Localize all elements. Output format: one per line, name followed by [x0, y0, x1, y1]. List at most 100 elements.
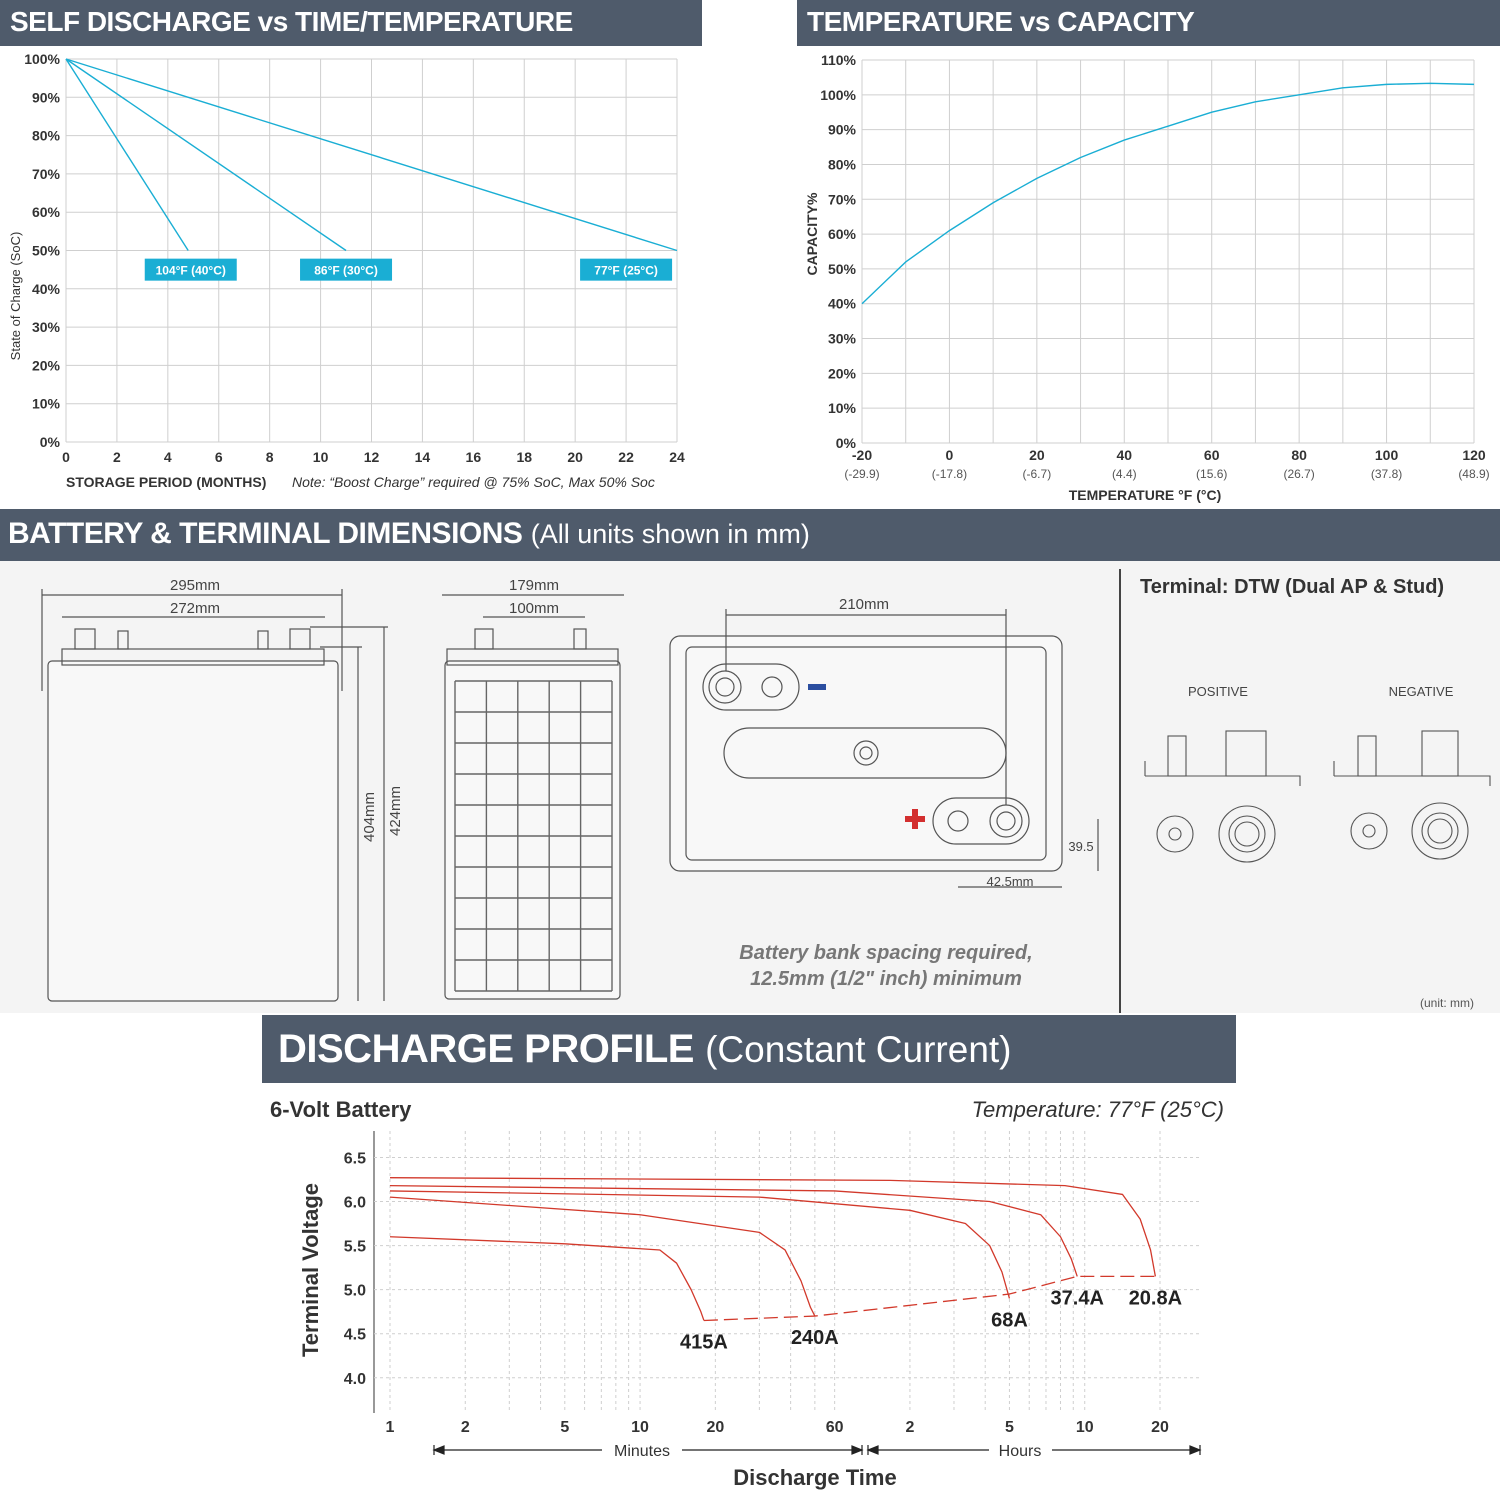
temp-capacity-series	[861, 82, 1475, 305]
x-tick-1: 2	[461, 1419, 470, 1436]
y-tick-7: 70%	[32, 166, 61, 182]
dimensions-title: BATTERY & TERMINAL DIMENSIONS	[8, 517, 523, 550]
discharge-curve-3	[389, 1184, 1078, 1277]
y-tick-3: 5.0	[344, 1283, 366, 1300]
x-tick-9: 20	[1151, 1419, 1169, 1436]
x-tick-2: 2	[113, 449, 121, 465]
y-tick-0: 6.5	[344, 1150, 366, 1167]
x-tick-20: 20	[567, 449, 583, 465]
y-tick-4: 40%	[32, 281, 61, 297]
battery-top-view	[669, 609, 1099, 888]
terminal-negative-label: NEGATIVE	[1389, 684, 1454, 699]
discharge-label-3: 37.4A	[1051, 1287, 1104, 1309]
vent-cap	[853, 740, 879, 766]
y-tick-6: 60%	[32, 204, 61, 220]
dim-terminal-offset-x: 42.5mm	[987, 874, 1034, 889]
dimensions-banner: BATTERY & TERMINAL DIMENSIONS (All units…	[0, 509, 1500, 561]
y-tick-10: 100%	[820, 87, 856, 103]
dim-depth-outer: 179mm	[509, 577, 559, 594]
pos-terminal-post-inner	[996, 811, 1016, 831]
terminal-unit: (unit: mm)	[1420, 996, 1474, 1010]
terminal-title: Terminal: DTW (Dual AP & Stud)	[1140, 576, 1444, 598]
dimensions-panel: 295mm 272mm 404mm 424mm 179mm 100mm	[0, 561, 1500, 1013]
spacing-note-line-2: 12.5mm (1/2" inch) minimum	[750, 968, 1022, 990]
battery-front-view	[41, 589, 388, 1002]
dim-height-total: 424mm	[387, 786, 404, 836]
x-tick-6: 6	[215, 449, 223, 465]
discharge-curve-2	[389, 1190, 1011, 1299]
x-tick-60: 60	[1204, 447, 1220, 463]
discharge-profile-chart: 6-Volt Battery Temperature: 77°F (25°C) …	[270, 1097, 1224, 1490]
x-tick-c-6: (37.8)	[1371, 467, 1402, 481]
y-tick-5: 4.0	[344, 1371, 366, 1388]
y-tick-2: 5.5	[344, 1239, 366, 1256]
series-label-box-1	[300, 258, 393, 281]
x-tick-7: 5	[1005, 1419, 1014, 1436]
series-line-1	[65, 58, 347, 252]
series-line-0	[65, 58, 189, 251]
terminal-post-4	[289, 628, 311, 650]
battery-side-view	[442, 594, 624, 1000]
discharge-xlabel: Discharge Time	[733, 1465, 896, 1490]
battery-front-lid	[61, 648, 325, 666]
series-label-0: 104°F (40°C)	[156, 264, 226, 278]
neg-terminal-pad	[702, 663, 800, 711]
neg-stud-profile	[1357, 735, 1377, 777]
minus-icon	[808, 684, 826, 690]
discharge-subtitle-right: Temperature: 77°F (25°C)	[972, 1097, 1224, 1122]
time-unit-arrows	[432, 1445, 1202, 1455]
self-discharge-xlabel: STORAGE PERIOD (MONTHS)	[66, 474, 266, 490]
x-tick-0: 0	[946, 447, 954, 463]
self-discharge-series: 104°F (40°C) 86°F (30°C) 77°F (25°C)	[65, 58, 678, 281]
battery-side-grid	[454, 680, 613, 992]
y-tick-0: 0%	[836, 435, 857, 451]
x-tick-4: 20	[706, 1419, 724, 1436]
x-tick-c-2: (-6.7)	[1023, 467, 1052, 481]
end-voltage-line	[703, 1275, 1156, 1322]
x-tick-14: 14	[415, 449, 431, 465]
pos-stud-profile	[1167, 735, 1187, 777]
y-tick-2: 20%	[828, 365, 857, 381]
terminal-detail-drawing	[1144, 730, 1491, 863]
x-tick-24: 24	[669, 449, 685, 465]
discharge-label-2: 68A	[991, 1309, 1028, 1331]
terminal-post-2	[117, 630, 129, 650]
side-post-2	[573, 628, 587, 650]
side-post-1	[474, 628, 494, 650]
neg-base	[1333, 761, 1491, 786]
pos-post-profile	[1225, 730, 1267, 777]
battery-side-body	[444, 660, 621, 1000]
y-tick-8: 80%	[828, 156, 857, 172]
temp-capacity-banner: TEMPERATURE vs CAPACITY	[797, 0, 1500, 46]
self-discharge-tick-labels: 0 2 4 6 8 10 12 14 16 18 20 22 240%10%20%30%40%50%60…	[24, 51, 685, 465]
y-tick-4: 4.5	[344, 1327, 366, 1344]
discharge-ylabel: Terminal Voltage	[298, 1183, 323, 1357]
self-discharge-note: Note: “Boost Charge” required @ 75% SoC,…	[292, 474, 655, 490]
x-tick-3: 10	[631, 1419, 649, 1436]
neg-terminal-post	[708, 670, 742, 704]
x-tick-12: 12	[364, 449, 380, 465]
self-discharge-grid	[65, 58, 678, 443]
x-tick-120: 120	[1462, 447, 1486, 463]
neg-terminal-post-inner	[715, 677, 735, 697]
dim-depth-inner: 100mm	[509, 600, 559, 617]
x-tick-22: 22	[618, 449, 634, 465]
y-tick-1: 10%	[828, 400, 857, 416]
x-tick-10: 10	[313, 449, 329, 465]
x-tick-0: 0	[62, 449, 70, 465]
temp-capacity-grid	[861, 59, 1475, 444]
x-tick-8: 10	[1076, 1419, 1094, 1436]
x-tick-20: 20	[1029, 447, 1045, 463]
x-tick-40: 40	[1116, 447, 1132, 463]
discharge-tick-labels: 6.5 6.0 5.5 5.0 4.5 4.0 1 2 5 10 20 60 2 5 10 20	[344, 1150, 1169, 1436]
y-tick-3: 30%	[32, 319, 61, 335]
discharge-series: 415A 240A 68A 37.4A 20.8A	[389, 1177, 1182, 1353]
temp-capacity-xlabel: TEMPERATURE °F (°C)	[1069, 487, 1221, 503]
dimensions-drawing: 295mm 272mm 404mm 424mm 179mm 100mm	[41, 569, 1491, 1013]
dim-width-inner: 272mm	[170, 600, 220, 617]
pos-terminal-stud	[947, 810, 969, 832]
self-discharge-banner: SELF DISCHARGE vs TIME/TEMPERATURE	[0, 0, 702, 46]
hours-label: Hours	[999, 1443, 1042, 1460]
terminal-positive-label: POSITIVE	[1188, 684, 1248, 699]
x-tick-100: 100	[1375, 447, 1399, 463]
